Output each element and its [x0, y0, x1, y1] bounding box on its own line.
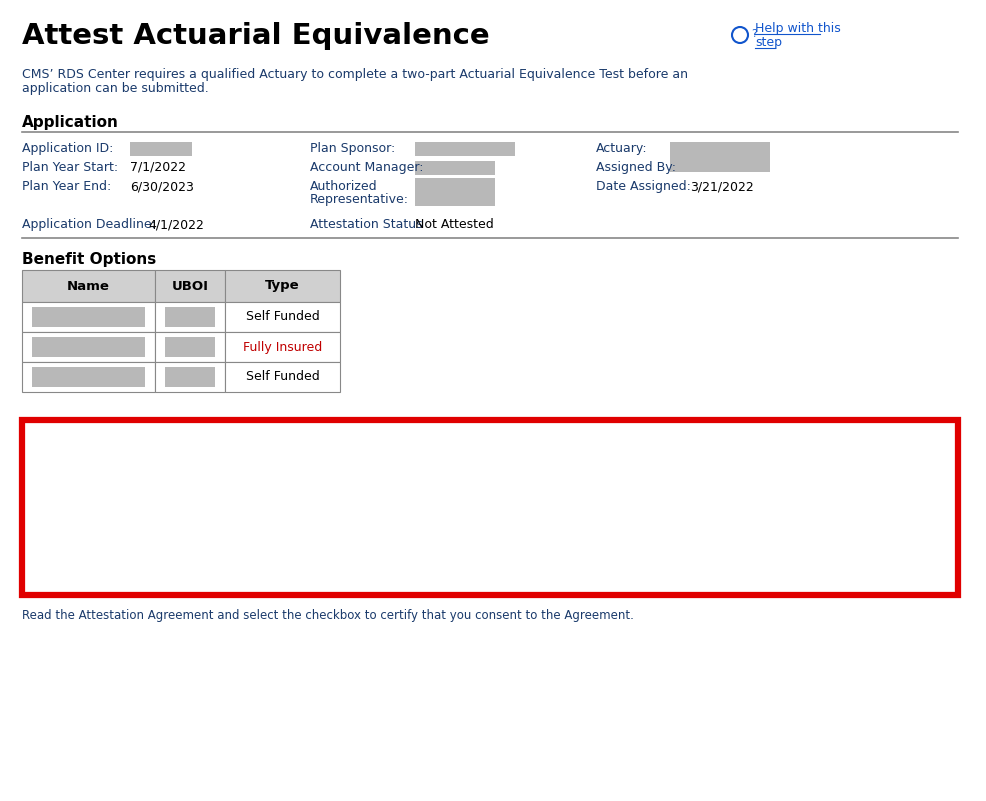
- Bar: [165, 337, 215, 357]
- Text: Application Deadline:: Application Deadline:: [22, 218, 156, 231]
- Text: Date Assigned:: Date Assigned:: [596, 180, 691, 193]
- Text: Self Funded: Self Funded: [246, 371, 319, 384]
- Text: Account Manager:: Account Manager:: [310, 161, 424, 174]
- Text: Authorized: Authorized: [310, 180, 378, 193]
- Text: ?: ?: [751, 29, 757, 39]
- Text: Plan Year End:: Plan Year End:: [22, 180, 111, 193]
- Text: Help with this: Help with this: [755, 22, 841, 35]
- Text: “Each Benefit Option individually meets the Net Value Test as set forth at 42 C.: “Each Benefit Option individually meets …: [32, 466, 835, 479]
- Text: Plan Sponsor:: Plan Sponsor:: [310, 142, 395, 155]
- Bar: [225, 332, 340, 362]
- Text: 7/1/2022: 7/1/2022: [130, 161, 186, 174]
- Text: Benefit Options: Benefit Options: [22, 252, 156, 267]
- Text: Assigned By:: Assigned By:: [596, 161, 676, 174]
- Text: step: step: [755, 36, 782, 49]
- Bar: [225, 270, 340, 302]
- Bar: [32, 367, 145, 387]
- Bar: [22, 332, 155, 362]
- Bar: [225, 302, 340, 332]
- Bar: [130, 142, 192, 156]
- Bar: [22, 302, 155, 332]
- Bar: [415, 178, 495, 206]
- Bar: [155, 362, 225, 392]
- Bar: [155, 302, 225, 332]
- Text: Type: Type: [265, 280, 300, 292]
- Text: Not Attested: Not Attested: [415, 218, 494, 231]
- Bar: [670, 142, 770, 172]
- Text: 6/30/2023: 6/30/2023: [130, 180, 194, 193]
- Bar: [415, 161, 495, 175]
- Bar: [165, 367, 215, 387]
- Bar: [165, 307, 215, 327]
- Text: 4/1/2022: 4/1/2022: [148, 218, 204, 231]
- Text: UBOI: UBOI: [172, 280, 208, 292]
- Bar: [22, 362, 155, 392]
- Text: not so combined individually meets the Net Value test as set forth in 42 C.F.R. : not so combined individually meets the N…: [69, 530, 609, 543]
- Bar: [415, 142, 515, 156]
- Text: Name: Name: [67, 280, 109, 292]
- Bar: [155, 332, 225, 362]
- Text: Attest Actuarial Equivalence: Attest Actuarial Equivalence: [22, 22, 490, 50]
- Text: Attestation Method: Attestation Method: [32, 432, 177, 445]
- Bar: [22, 270, 155, 302]
- Text: Plan Year Start:: Plan Year Start:: [22, 161, 118, 174]
- Bar: [32, 307, 145, 327]
- Text: Each Benefit Option individually meets the Net Value test as set forth at 42 C.F: Each Benefit Option individually meets t…: [54, 490, 615, 503]
- Text: Attestation Status: Attestation Status: [310, 218, 423, 231]
- Bar: [22, 420, 958, 595]
- Bar: [155, 270, 225, 302]
- Bar: [225, 362, 340, 392]
- Text: Application: Application: [22, 115, 119, 130]
- Text: Self Funded: Self Funded: [246, 311, 319, 324]
- Text: Fully Insured: Fully Insured: [243, 340, 322, 353]
- Text: Two or more Benefit Options have been combined to meet the Net Value test as set: Two or more Benefit Options have been co…: [54, 516, 829, 529]
- Text: application can be submitted.: application can be submitted.: [22, 82, 209, 95]
- Text: Representative:: Representative:: [310, 193, 409, 206]
- Text: CMS’ RDS Center requires a qualified Actuary to complete a two-part Actuarial Eq: CMS’ RDS Center requires a qualified Act…: [22, 68, 688, 81]
- Bar: [32, 337, 145, 357]
- Text: Actuary:: Actuary:: [596, 142, 648, 155]
- Text: Read the Attestation Agreement and select the checkbox to certify that you conse: Read the Attestation Agreement and selec…: [22, 609, 634, 622]
- Text: Application ID:: Application ID:: [22, 142, 113, 155]
- Text: 3/21/2022: 3/21/2022: [690, 180, 753, 193]
- Text: Select the radio button to assign the Attestation Method. If only one Benefit Op: Select the radio button to assign the At…: [32, 452, 829, 465]
